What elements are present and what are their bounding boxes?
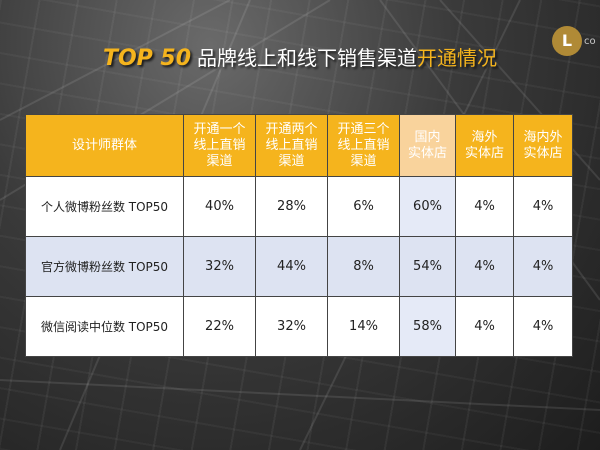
row-label: 微信阅读中位数 TOP50 bbox=[25, 296, 184, 357]
table-cell: 4% bbox=[455, 236, 514, 297]
table-cell: 6% bbox=[327, 176, 400, 237]
table-cell: 60% bbox=[399, 176, 456, 237]
header-group: 设计师群体 bbox=[25, 114, 184, 177]
table-body: 个人微博粉丝数 TOP50 40% 28% 6% 60% 4% 4% 官方微博粉丝数 TOP5… bbox=[25, 176, 573, 357]
header-cell: 开通三个 线上直销 渠道 bbox=[327, 114, 400, 177]
table-cell: 28% bbox=[255, 176, 328, 237]
table-cell: 58% bbox=[399, 296, 456, 357]
table-cell: 54% bbox=[399, 236, 456, 297]
table-cell: 40% bbox=[183, 176, 256, 237]
title-main: 品牌线上和线下销售渠道 bbox=[197, 46, 418, 70]
table-cell: 8% bbox=[327, 236, 400, 297]
row-label: 官方微博粉丝数 TOP50 bbox=[25, 236, 184, 297]
table-cell: 4% bbox=[513, 236, 573, 297]
table-cell: 32% bbox=[183, 236, 256, 297]
table-header-row: 设计师群体 开通一个 线上直销 渠道 开通两个 线上直销 渠道 开通三个 线上直销 渠道 国内 实体店… bbox=[25, 114, 573, 177]
table-cell: 22% bbox=[183, 296, 256, 357]
table-row: 官方微博粉丝数 TOP50 32% 44% 8% 54% 4% 4% bbox=[25, 236, 573, 297]
header-cell: 开通两个 线上直销 渠道 bbox=[255, 114, 328, 177]
brand-logo-suffix: co bbox=[584, 36, 596, 47]
brand-logo: L bbox=[552, 26, 582, 56]
table-cell: 14% bbox=[327, 296, 400, 357]
channel-table: 设计师群体 开通一个 线上直销 渠道 开通两个 线上直销 渠道 开通三个 线上直销 渠道 国内 实体店… bbox=[25, 114, 573, 357]
header-cell: 海外 实体店 bbox=[455, 114, 514, 177]
title-highlight: 开通情况 bbox=[417, 46, 498, 70]
page-title: TOP 50 品牌线上和线下销售渠道开通情况 bbox=[0, 42, 600, 71]
table-row: 微信阅读中位数 TOP50 22% 32% 14% 58% 4% 4% bbox=[25, 296, 573, 357]
header-cell: 开通一个 线上直销 渠道 bbox=[183, 114, 256, 177]
table-row: 个人微博粉丝数 TOP50 40% 28% 6% 60% 4% 4% bbox=[25, 176, 573, 237]
table-cell: 4% bbox=[513, 296, 573, 357]
table-cell: 32% bbox=[255, 296, 328, 357]
row-label: 个人微博粉丝数 TOP50 bbox=[25, 176, 184, 237]
table-cell: 4% bbox=[455, 296, 514, 357]
table-cell: 4% bbox=[455, 176, 514, 237]
header-cell: 国内 实体店 bbox=[399, 114, 456, 177]
title-top50: TOP 50 bbox=[102, 46, 192, 71]
table-cell: 4% bbox=[513, 176, 573, 237]
header-cell: 海内外 实体店 bbox=[513, 114, 573, 177]
table-cell: 44% bbox=[255, 236, 328, 297]
